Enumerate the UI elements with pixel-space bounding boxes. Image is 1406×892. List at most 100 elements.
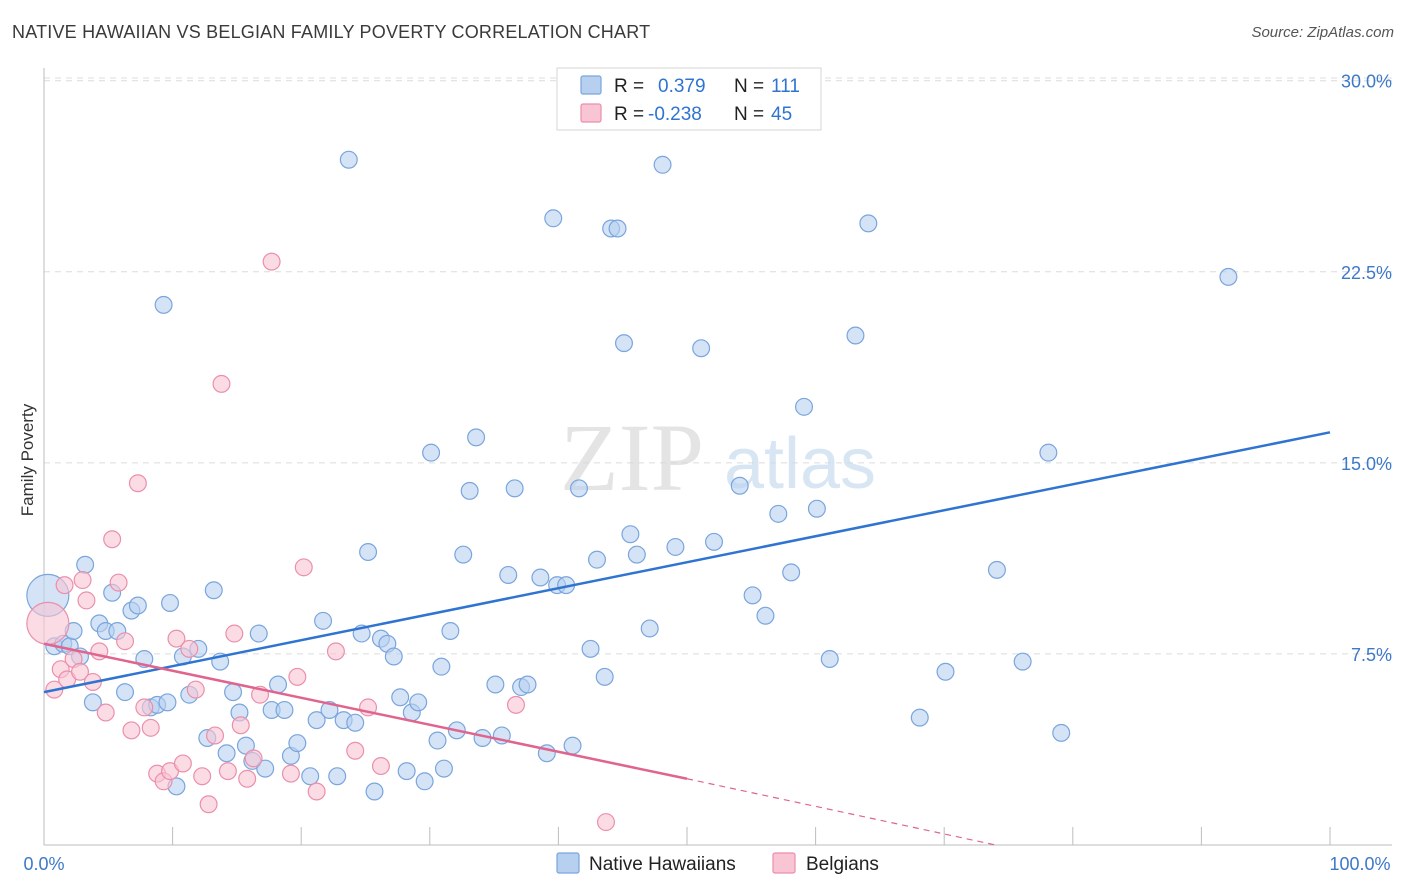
legend-swatch-native-hawaiians	[580, 75, 602, 95]
data-point	[73, 571, 92, 590]
data-point	[206, 726, 225, 745]
y-tick-label: 22.5%	[1341, 263, 1392, 283]
data-point	[756, 606, 775, 625]
data-point	[692, 339, 711, 358]
data-point	[326, 642, 345, 661]
data-point	[212, 374, 231, 393]
data-point	[1219, 267, 1238, 286]
data-point	[180, 639, 199, 658]
data-point	[71, 662, 90, 681]
data-point	[288, 734, 307, 753]
data-point	[1052, 723, 1071, 742]
data-point	[782, 563, 801, 582]
data-point	[486, 675, 505, 694]
legend-r-value-0: 0.379	[658, 76, 706, 97]
data-point	[820, 650, 839, 669]
data-point	[769, 504, 788, 523]
data-point	[391, 688, 410, 707]
legend-n-label-1: N =	[734, 104, 764, 125]
data-point	[135, 698, 154, 717]
data-point	[225, 624, 244, 643]
data-point	[499, 565, 518, 584]
data-point	[346, 713, 365, 732]
data-point	[614, 334, 633, 353]
data-point	[505, 479, 524, 498]
data-point	[262, 252, 281, 271]
data-point	[434, 759, 453, 778]
data-point	[596, 813, 615, 832]
bottom-legend-swatch-native-hawaiians	[556, 852, 580, 874]
bottom-legend-label-native-hawaiians: Native Hawaiians	[589, 854, 736, 875]
data-point	[249, 624, 268, 643]
data-point	[987, 560, 1006, 579]
trend-lines	[43, 431, 1331, 846]
data-point	[365, 782, 384, 801]
data-point	[256, 759, 275, 778]
data-point	[224, 683, 243, 702]
data-point	[795, 397, 814, 416]
data-point	[238, 769, 257, 788]
data-point	[244, 749, 263, 768]
data-point	[281, 764, 300, 783]
data-point	[294, 558, 313, 577]
axes: 7.5% 15.0% 22.5% 30.0% 0.0% 100.0%	[23, 68, 1392, 874]
y-tick-label: 7.5%	[1351, 645, 1392, 665]
data-point	[83, 693, 102, 712]
data-point	[563, 736, 582, 755]
legend-swatch-belgians	[580, 103, 602, 123]
data-point	[544, 209, 563, 228]
legend-box: R = 0.379 N = 111 R = -0.238 N = 45	[556, 67, 822, 131]
data-point	[705, 532, 724, 551]
data-point	[1039, 443, 1058, 462]
data-point	[116, 683, 135, 702]
data-point	[103, 530, 122, 549]
data-point	[371, 757, 390, 776]
data-point	[193, 767, 212, 786]
data-point	[518, 675, 537, 694]
data-points	[26, 150, 1238, 832]
data-point	[218, 762, 237, 781]
data-point	[167, 629, 186, 648]
data-point	[595, 667, 614, 686]
data-point	[339, 150, 358, 169]
data-point	[128, 596, 147, 615]
data-point	[116, 632, 135, 651]
data-point	[199, 795, 218, 814]
legend-n-value-1: 45	[771, 104, 792, 125]
watermark-atlas: atlas	[724, 424, 876, 504]
bottom-legend-swatch-belgians	[772, 852, 796, 874]
data-point	[587, 550, 606, 569]
data-point	[96, 703, 115, 722]
data-point	[730, 476, 749, 495]
data-point	[936, 662, 955, 681]
data-point	[328, 767, 347, 786]
data-point	[441, 622, 460, 641]
data-point	[55, 576, 74, 595]
bottom-legend: Native Hawaiians Belgians	[556, 852, 879, 875]
data-point	[1013, 652, 1032, 671]
data-point	[743, 586, 762, 605]
data-point	[910, 708, 929, 727]
data-point	[859, 214, 878, 233]
data-point	[204, 581, 223, 600]
data-point	[627, 545, 646, 564]
data-point	[581, 639, 600, 658]
data-point	[307, 711, 326, 730]
data-point	[460, 481, 479, 500]
y-tick-label: 30.0%	[1341, 72, 1392, 92]
data-point	[415, 772, 434, 791]
legend-n-value-0: 111	[771, 76, 800, 97]
data-point	[506, 695, 525, 714]
data-point	[428, 731, 447, 750]
data-point	[346, 741, 365, 760]
data-point	[384, 647, 403, 666]
x-tick-label: 0.0%	[23, 854, 64, 874]
data-point	[621, 525, 640, 544]
legend-r-label-0: R =	[614, 76, 644, 97]
data-point	[122, 721, 141, 740]
source-credit: Source: ZipAtlas.com	[1251, 24, 1394, 41]
legend-r-label-1: R =	[614, 104, 644, 125]
data-point	[359, 543, 378, 562]
data-point	[314, 611, 333, 630]
data-point	[288, 667, 307, 686]
